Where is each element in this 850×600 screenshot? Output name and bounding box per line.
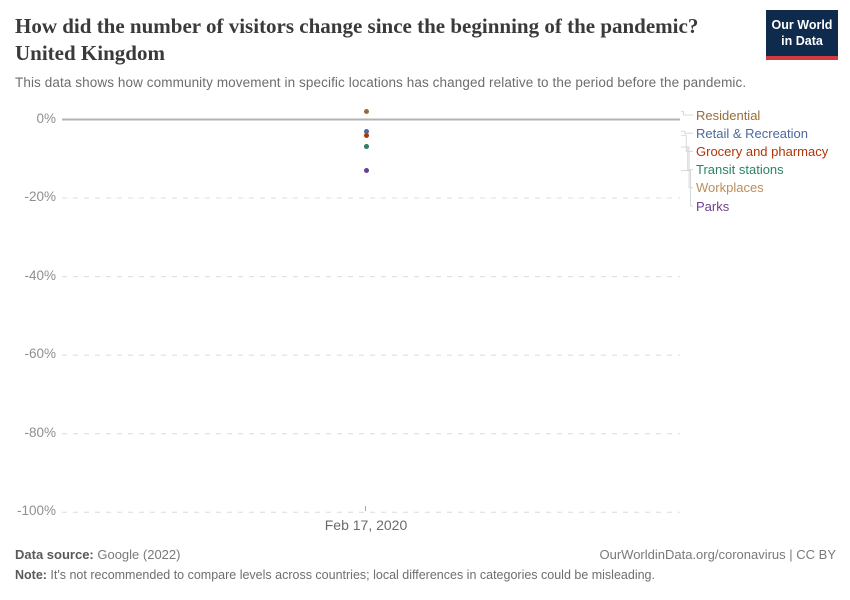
legend-connector-transit-stations — [681, 146, 693, 171]
legend-connector-retail-recreation — [681, 130, 693, 134]
chart-header: How did the number of visitors change si… — [15, 13, 750, 90]
footer-row: Data source: Google (2022) OurWorldinDat… — [15, 547, 836, 562]
legend-item-workplaces[interactable]: Workplaces — [696, 180, 764, 196]
x-axis-label: Feb 17, 2020 — [324, 517, 408, 534]
note-value: It's not recommended to compare levels a… — [46, 568, 655, 582]
x-axis-tick — [365, 506, 366, 512]
owid-logo-line1: Our World — [771, 18, 833, 32]
data-point-transit-stations[interactable] — [363, 144, 369, 150]
chart-plot-area: Feb 17, 2020 0% -20% -40% -60% -80% -100% Resi… — [0, 100, 850, 540]
data-point-grocery-and-pharmacy[interactable] — [363, 132, 369, 138]
legend-item-residential[interactable]: Residential — [696, 107, 761, 123]
legend-item-retail-recreation[interactable]: Retail & Recreation — [696, 125, 808, 141]
y-tick-label--80: -80% — [24, 424, 56, 440]
footer-note: Note: It's not recommended to compare le… — [15, 568, 836, 582]
legend-item-transit-stations[interactable]: Transit stations — [696, 162, 784, 178]
legend-connector-workplaces — [681, 146, 693, 189]
legend-connector-grocery-and-pharmacy — [681, 134, 693, 152]
legend-item-grocery-and-pharmacy[interactable]: Grocery and pharmacy — [696, 143, 829, 159]
chart-footer: Data source: Google (2022) OurWorldinDat… — [15, 547, 836, 582]
note-label: Note: — [15, 568, 47, 582]
y-tick-label--100: -100% — [16, 503, 56, 519]
chart-subtitle: This data shows how community movement i… — [15, 74, 747, 90]
y-tick-label--60: -60% — [24, 346, 56, 362]
owid-coronavirus-link[interactable]: OurWorldinData.org/coronavirus | CC BY — [599, 547, 836, 562]
owid-logo[interactable]: Our World in Data — [766, 10, 838, 60]
page-title: How did the number of visitors change si… — [15, 14, 699, 65]
data-point-residential[interactable] — [363, 109, 369, 115]
y-tick-label-0: 0% — [36, 110, 56, 126]
legend-item-parks[interactable]: Parks — [696, 198, 730, 214]
legend-connector-residential — [681, 111, 693, 116]
data-source-value: Google (2022) — [93, 547, 181, 562]
data-source-label: Data source: — [15, 547, 94, 562]
data-source-text: Data source: Google (2022) — [15, 547, 180, 562]
owid-logo-line2: in Data — [781, 34, 823, 49]
y-tick-label--40: -40% — [24, 267, 56, 283]
data-point-retail-recreation[interactable] — [363, 128, 369, 134]
y-tick-label--20: -20% — [24, 189, 56, 205]
legend-connector-parks — [681, 170, 693, 207]
data-point-parks[interactable] — [363, 168, 369, 174]
